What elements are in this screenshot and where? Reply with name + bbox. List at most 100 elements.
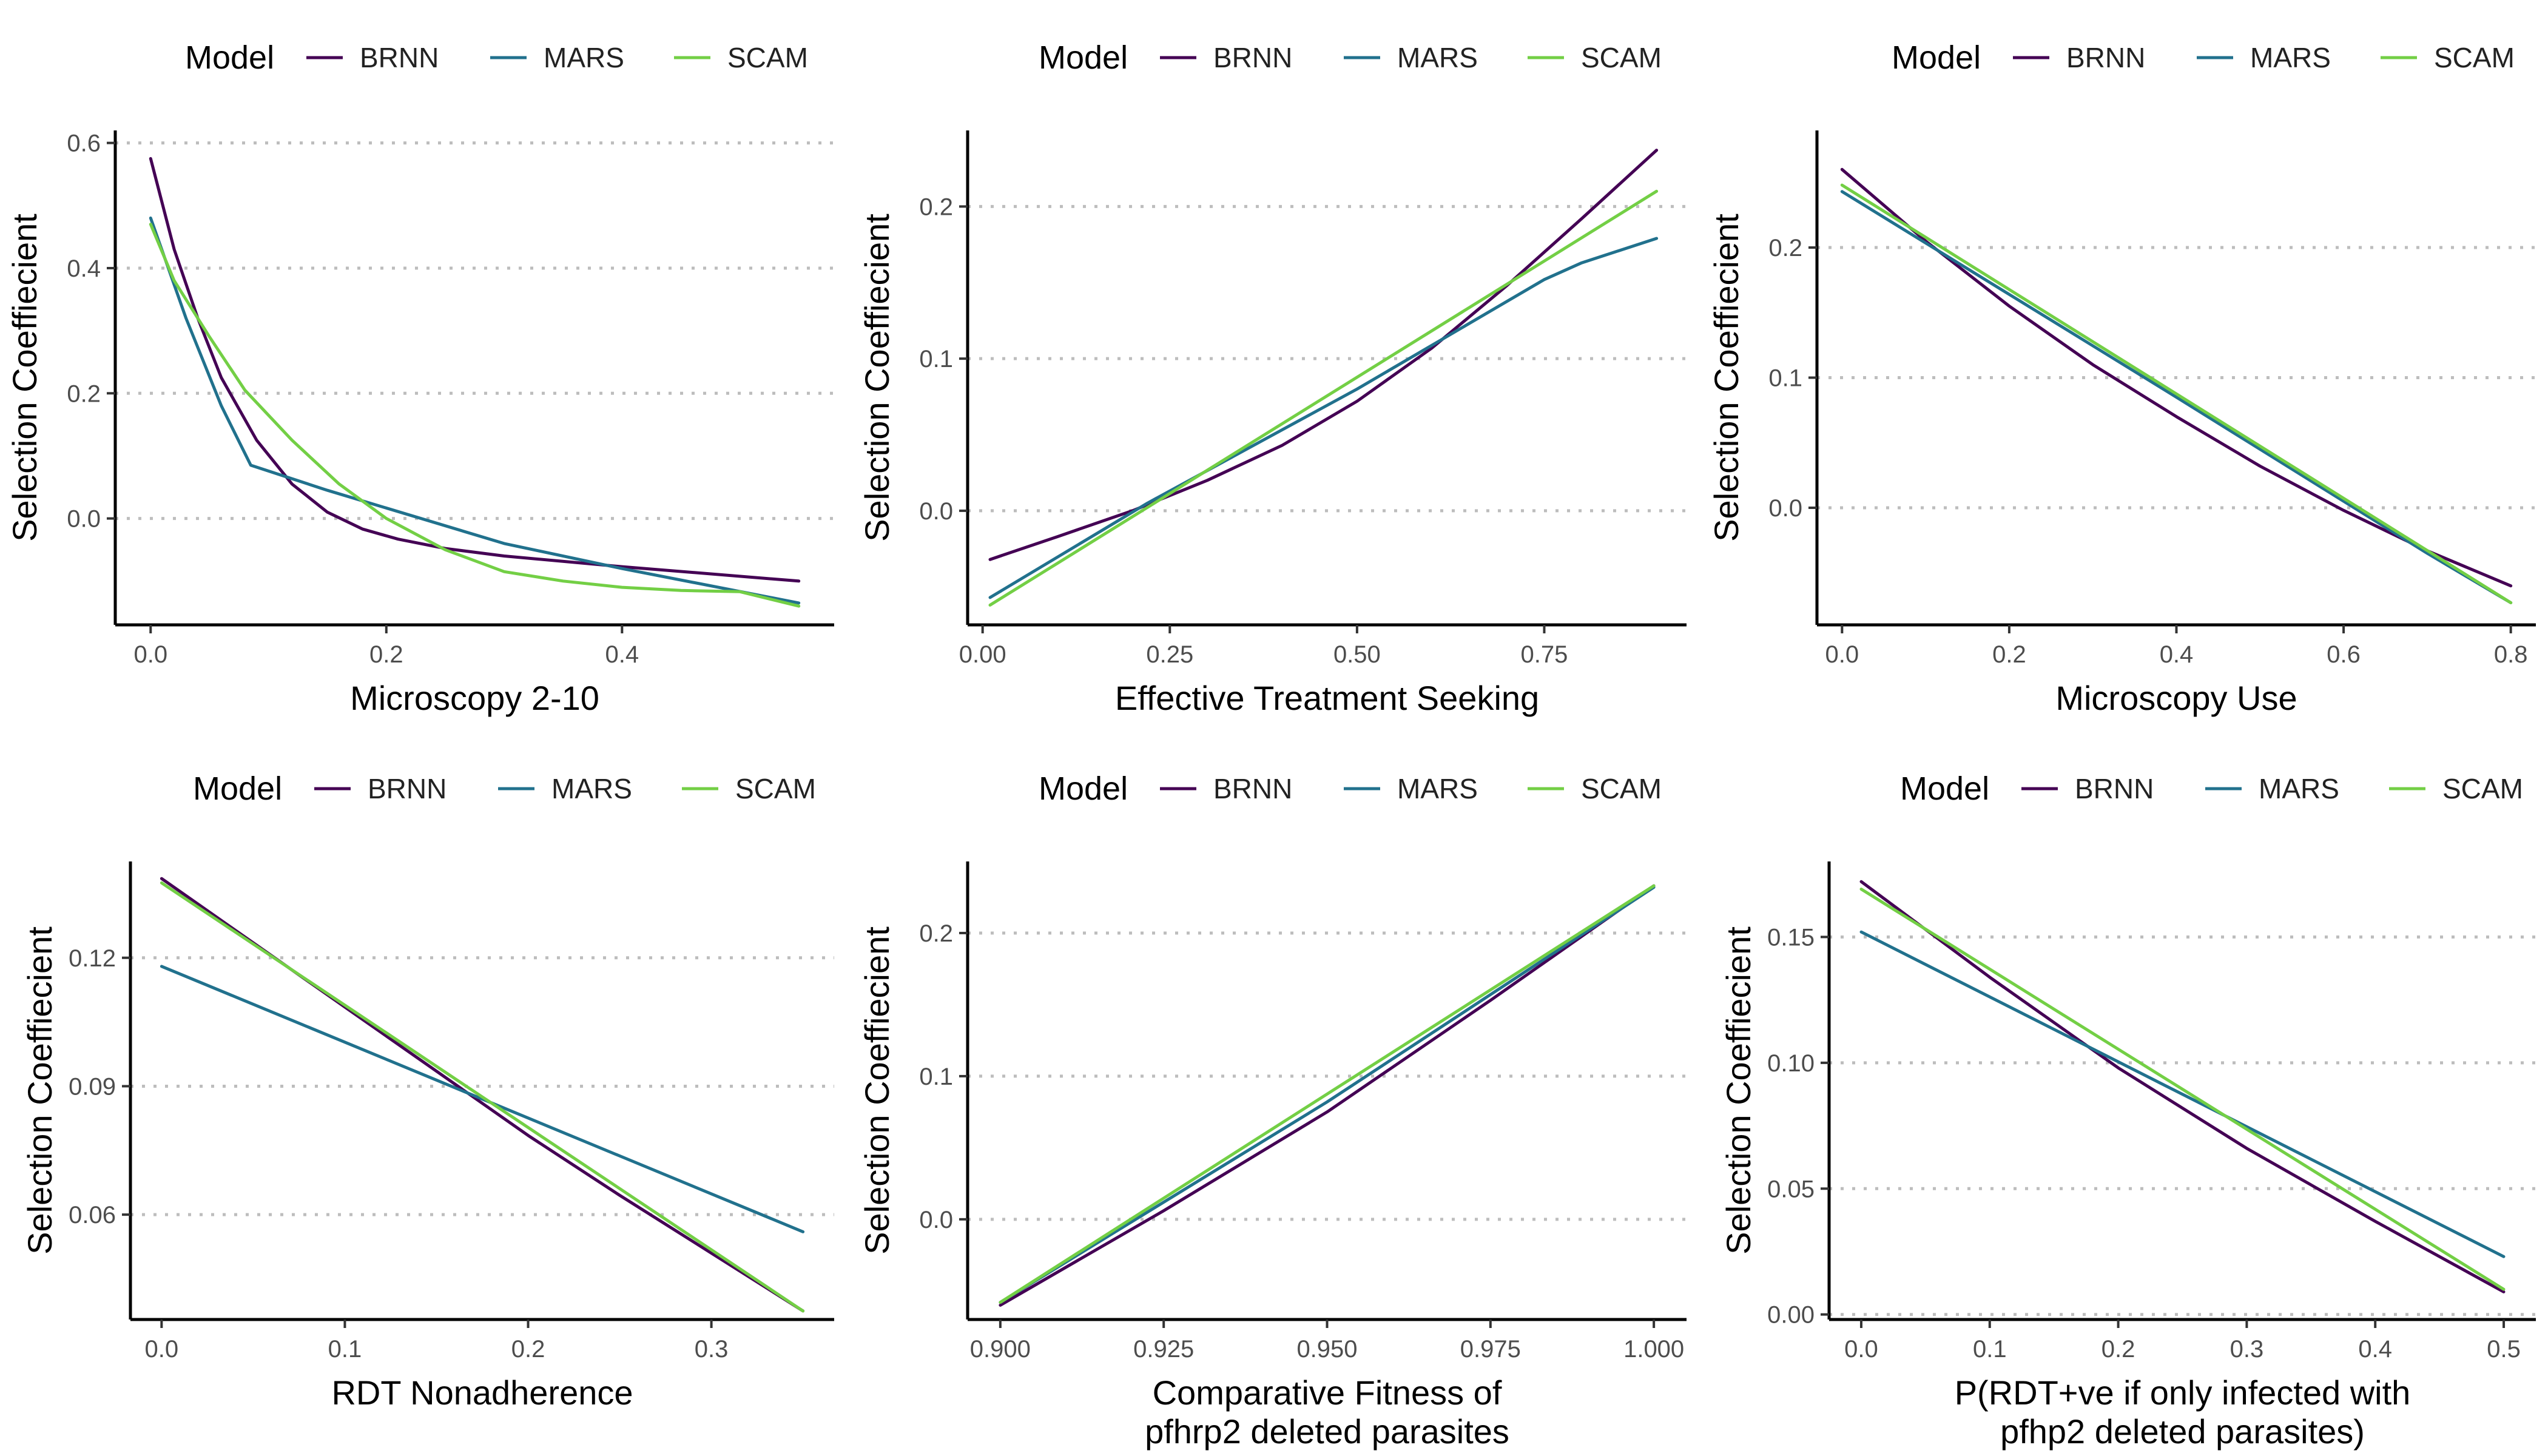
- y-axis-title: Selection Coeffiecient: [858, 214, 896, 542]
- x-tick-label: 0.3: [2230, 1336, 2264, 1363]
- series-line-brnn: [999, 884, 1656, 1307]
- series-line-mars: [160, 965, 805, 1233]
- legend-label-brnn: BRNN: [360, 42, 439, 73]
- legend-label-mars: MARS: [2250, 42, 2331, 73]
- y-tick-label: 0.06: [69, 1202, 116, 1228]
- legend-label-scam: SCAM: [1581, 42, 1662, 73]
- x-axis-title: RDT Nonadherence: [331, 1373, 633, 1412]
- y-tick-label: 0.00: [1767, 1302, 1815, 1329]
- legend-title: Model: [1039, 39, 1128, 76]
- x-tick-label: 0.900: [970, 1336, 1031, 1363]
- y-axis-title: Selection Coeffiecient: [21, 926, 59, 1255]
- y-tick-label: 0.0: [67, 506, 101, 533]
- x-tick-label: 0.4: [605, 641, 639, 668]
- y-tick-label: 0.4: [67, 255, 101, 282]
- legend-label-scam: SCAM: [2442, 773, 2523, 804]
- y-tick-label: 0.6: [67, 130, 101, 157]
- x-tick-label: 0.0: [1844, 1336, 1878, 1363]
- y-tick-label: 0.2: [1768, 235, 1802, 261]
- legend-label-mars: MARS: [1397, 773, 1478, 804]
- x-tick-label: 0.950: [1296, 1336, 1357, 1363]
- series-line-mars: [988, 237, 1659, 599]
- y-tick-label: 0.0: [919, 498, 953, 525]
- series-line-scam: [149, 223, 801, 608]
- x-axis-title: pfhrp2 deleted parasites: [1145, 1412, 1509, 1451]
- legend: Model BRNN MARS SCAM: [193, 770, 816, 807]
- y-tick-label: 0.0: [1768, 495, 1802, 522]
- y-tick-label: 0.12: [69, 945, 116, 972]
- x-tick-label: 0.0: [133, 641, 167, 668]
- x-axis-title: pfhp2 deleted parasites): [2000, 1412, 2365, 1451]
- legend: Model BRNN MARS SCAM: [1039, 39, 1662, 76]
- x-tick-label: 0.3: [695, 1336, 729, 1363]
- legend: Model BRNN MARS SCAM: [1892, 39, 2515, 76]
- series-line-scam: [988, 189, 1659, 607]
- y-tick-label: 0.09: [69, 1073, 116, 1100]
- y-tick-label: 0.10: [1767, 1050, 1815, 1077]
- y-tick-label: 0.2: [919, 194, 953, 220]
- series-line-brnn: [988, 149, 1659, 561]
- x-tick-label: 0.25: [1146, 641, 1193, 668]
- legend-title: Model: [1039, 770, 1128, 807]
- x-tick-label: 0.4: [2358, 1336, 2392, 1363]
- x-tick-label: 1.000: [1623, 1336, 1684, 1363]
- x-tick-label: 0.4: [2160, 641, 2194, 668]
- y-axis-title: Selection Coeffiecient: [1719, 926, 1758, 1255]
- legend-label-mars: MARS: [551, 773, 632, 804]
- series-line-scam: [999, 884, 1656, 1304]
- y-axis-title: Selection Coeffiecient: [5, 214, 44, 542]
- x-axis-title: Comparative Fitness of: [1153, 1373, 1502, 1412]
- x-tick-label: 0.2: [2101, 1336, 2135, 1363]
- x-tick-label: 0.2: [511, 1336, 545, 1363]
- legend-label-brnn: BRNN: [2066, 42, 2145, 73]
- y-tick-label: 0.1: [1768, 365, 1802, 392]
- series-line-scam: [1859, 888, 2506, 1291]
- legend-label-scam: SCAM: [727, 42, 808, 73]
- x-tick-label: 0.75: [1521, 641, 1568, 668]
- y-tick-label: 0.0: [919, 1207, 953, 1233]
- x-tick-label: 0.6: [2327, 641, 2361, 668]
- legend-title: Model: [193, 770, 282, 807]
- x-tick-label: 0.5: [2487, 1336, 2521, 1363]
- x-axis-title: Effective Treatment Seeking: [1115, 679, 1539, 717]
- x-tick-label: 0.8: [2494, 641, 2528, 668]
- legend-title: Model: [185, 39, 274, 76]
- y-tick-label: 0.05: [1767, 1176, 1815, 1202]
- legend-label-scam: SCAM: [1581, 773, 1662, 804]
- legend-label-brnn: BRNN: [2075, 773, 2154, 804]
- x-tick-label: 0.50: [1333, 641, 1381, 668]
- chart-panel-6: 0.00 0.05 0.10 0.15 0.0 0.1 0.2 0.3 0.4 0.5 P(RDT+…: [1719, 770, 2536, 1451]
- series-line-scam: [1840, 183, 2513, 604]
- legend-label-scam: SCAM: [735, 773, 816, 804]
- legend-title: Model: [1892, 39, 1981, 76]
- legend-label-brnn: BRNN: [1213, 42, 1292, 73]
- y-tick-label: 0.1: [919, 346, 953, 372]
- x-tick-label: 0.2: [1992, 641, 2026, 668]
- y-tick-label: 0.1: [919, 1063, 953, 1090]
- chart-panel-4: 0.06 0.09 0.12 0.0 0.1 0.2 0.3 RDT Nonadherence…: [21, 770, 834, 1412]
- legend-label-mars: MARS: [544, 42, 624, 73]
- chart-panel-2: 0.0 0.1 0.2 0.00 0.25 0.50 0.75 Effective Treat…: [858, 39, 1687, 717]
- legend: Model BRNN MARS SCAM: [185, 39, 808, 76]
- x-axis-title: Microscopy Use: [2055, 679, 2297, 717]
- series-line-mars: [1859, 930, 2506, 1258]
- chart-panel-5: 0.0 0.1 0.2 0.900 0.925 0.950 0.975 1.000 Compar…: [858, 770, 1687, 1451]
- x-tick-label: 0.0: [145, 1336, 179, 1363]
- legend: Model BRNN MARS SCAM: [1900, 770, 2523, 807]
- x-axis-title: Microscopy 2-10: [350, 679, 599, 717]
- legend-label-brnn: BRNN: [1213, 773, 1292, 804]
- y-tick-label: 0.15: [1767, 924, 1815, 951]
- x-axis-title: P(RDT+ve if only infected with: [1955, 1373, 2411, 1412]
- x-tick-label: 0.925: [1133, 1336, 1194, 1363]
- legend-label-scam: SCAM: [2434, 42, 2515, 73]
- y-axis-title: Selection Coeffiecient: [858, 926, 896, 1255]
- legend: Model BRNN MARS SCAM: [1039, 770, 1662, 807]
- y-axis-title: Selection Coeffiecient: [1707, 214, 1745, 542]
- chart-panel-3: 0.0 0.1 0.2 0.0 0.2 0.4 0.6 0.8 Microscopy Use Se…: [1707, 39, 2536, 717]
- x-tick-label: 0.1: [328, 1336, 362, 1363]
- legend-title: Model: [1900, 770, 1989, 807]
- y-tick-label: 0.2: [919, 920, 953, 947]
- series-line-mars: [999, 886, 1656, 1304]
